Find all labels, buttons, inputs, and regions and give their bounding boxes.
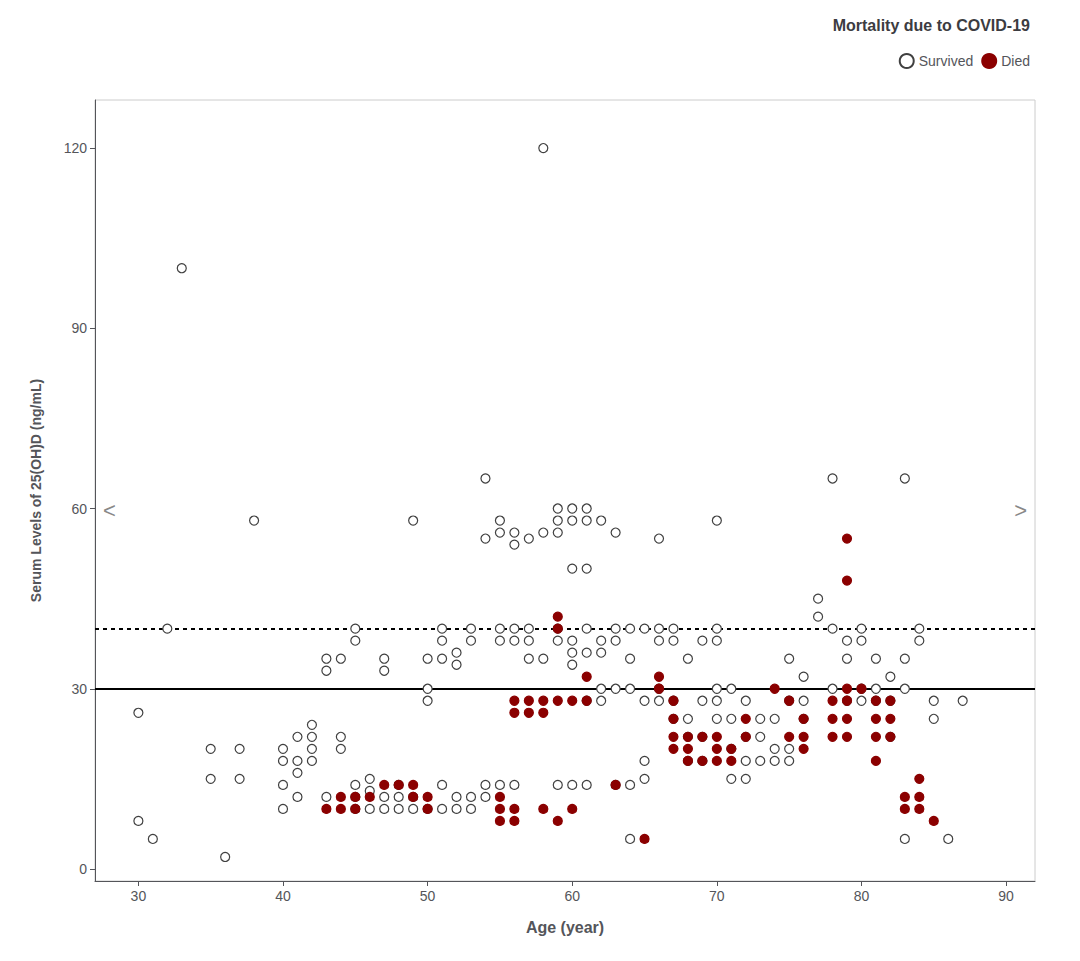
svg-text:40: 40 — [275, 888, 291, 904]
svg-text:<: < — [103, 498, 116, 523]
svg-text:30: 30 — [71, 681, 87, 697]
svg-text:Serum Levels of 25(OH)D (ng/mL: Serum Levels of 25(OH)D (ng/mL) — [28, 379, 44, 602]
svg-text:0: 0 — [79, 861, 87, 877]
svg-text:60: 60 — [564, 888, 580, 904]
svg-text:Died: Died — [1001, 53, 1030, 69]
svg-text:Age (year): Age (year) — [526, 919, 604, 936]
svg-text:Survived: Survived — [919, 53, 973, 69]
svg-text:70: 70 — [709, 888, 725, 904]
svg-text:30: 30 — [131, 888, 147, 904]
svg-text:80: 80 — [854, 888, 870, 904]
svg-text:>: > — [1014, 498, 1027, 523]
svg-text:60: 60 — [71, 501, 87, 517]
svg-text:90: 90 — [998, 888, 1014, 904]
svg-text:120: 120 — [64, 140, 88, 156]
svg-text:90: 90 — [71, 320, 87, 336]
svg-text:Mortality due to COVID-19: Mortality due to COVID-19 — [833, 17, 1030, 34]
svg-text:50: 50 — [420, 888, 436, 904]
